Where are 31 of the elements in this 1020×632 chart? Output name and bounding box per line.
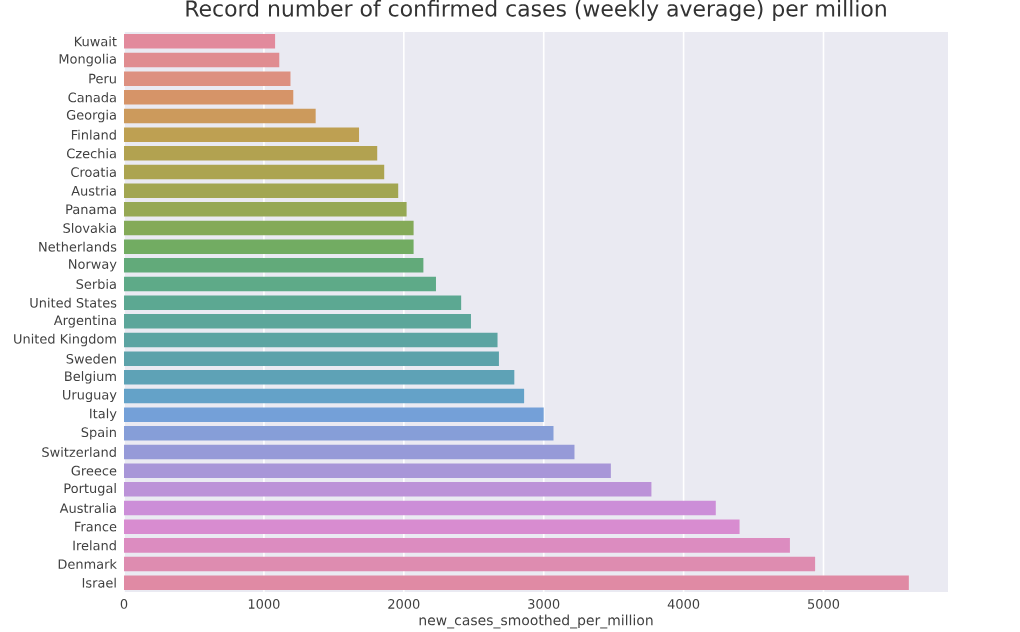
bar (124, 239, 414, 254)
bar (124, 258, 424, 273)
bar (124, 407, 544, 422)
bar (124, 90, 294, 105)
bar (124, 426, 554, 441)
bar (124, 52, 280, 68)
bar (124, 276, 436, 292)
bar (124, 519, 740, 534)
bar (124, 575, 909, 590)
bar (124, 295, 462, 310)
bar (124, 482, 652, 497)
bar (124, 500, 716, 516)
bar (124, 314, 471, 329)
bar (124, 332, 498, 348)
bar (124, 538, 790, 553)
bar (124, 71, 291, 86)
chart-title: Record number of confirmed cases (weekly average) per million (186, 0, 886, 21)
bar (124, 164, 385, 180)
bar (124, 444, 575, 460)
bar (124, 463, 611, 478)
bar (124, 556, 816, 572)
bar (124, 370, 515, 385)
bar (124, 388, 525, 404)
bar (124, 108, 316, 124)
bar (124, 351, 499, 366)
bar (124, 202, 407, 217)
bar (124, 220, 414, 236)
bar (124, 127, 360, 142)
bar (124, 34, 276, 49)
bar (124, 183, 399, 198)
bar (124, 146, 378, 161)
